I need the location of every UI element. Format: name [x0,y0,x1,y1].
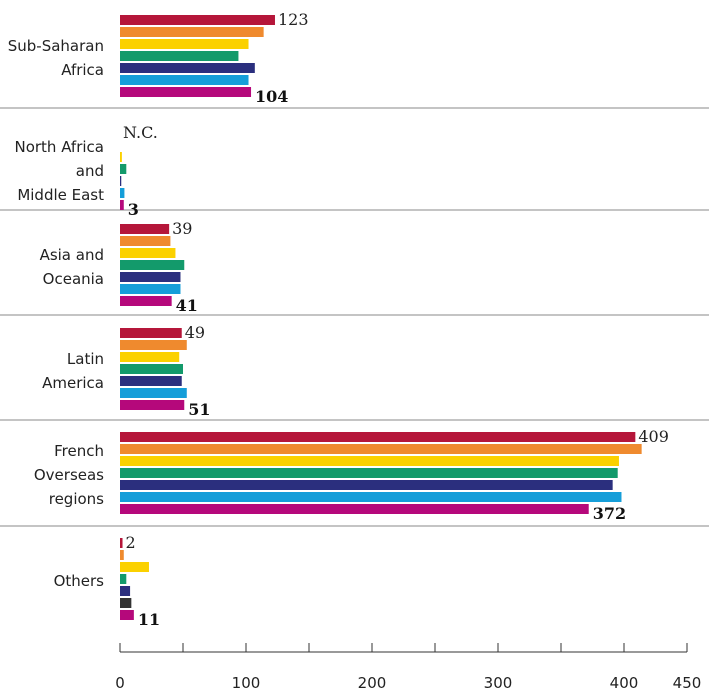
bar [120,340,187,350]
category-label: North Africa [14,138,104,156]
bar [120,550,124,560]
category-label: Asia and [40,246,104,264]
x-tick-label: 0 [115,674,125,691]
category-label: Africa [61,61,104,79]
x-tick-label: 100 [232,674,261,691]
value-label: 123 [278,10,309,29]
bar [120,492,622,502]
category-label: Sub-Saharan [8,37,104,55]
value-label-bold: 51 [188,400,210,419]
bar [120,586,131,596]
bar [120,504,589,514]
bar [120,248,176,258]
bar [120,272,181,282]
value-label: N.C. [123,123,158,142]
category-label: America [42,374,104,392]
x-tick-label: 400 [610,674,639,691]
bar [120,538,123,548]
bar [120,598,132,608]
category-label: Oceania [43,270,104,288]
bar [120,296,172,306]
bar [120,610,134,620]
bar [120,87,252,97]
bar [120,224,170,234]
category-label: Others [54,572,105,590]
value-label-bold: 41 [176,296,198,315]
bar [120,236,171,246]
value-label-bold: 11 [138,610,160,629]
bar [120,574,127,584]
category-label: Latin [67,350,104,368]
bar [120,164,127,174]
bar [120,284,181,294]
category-label: regions [49,490,104,508]
bar [120,39,249,49]
bar [120,27,264,37]
bar [120,468,618,478]
bar [120,75,249,85]
value-label: 2 [126,533,136,552]
bar [120,432,636,442]
value-label-bold: 3 [128,200,139,219]
value-label: 49 [185,323,205,342]
bar [120,352,180,362]
bar [120,328,182,338]
bar [120,400,185,410]
category-label: French [54,442,104,460]
bar [120,188,125,198]
value-label: 409 [638,427,669,446]
value-label: 39 [172,219,192,238]
category-label: Overseas [34,466,104,484]
bar [120,480,613,490]
bar [120,364,183,374]
category-label: Middle East [17,186,104,204]
bar [120,388,187,398]
bar [120,456,619,466]
x-tick-label: 200 [358,674,387,691]
bar [120,15,275,25]
bar [120,152,122,162]
bar [120,63,255,73]
category-label: and [76,162,104,180]
bar [120,200,124,210]
bar [120,444,642,454]
bar [120,51,239,61]
value-label-bold: 104 [255,87,288,106]
bar [120,176,122,186]
x-tick-label: 450 [673,674,702,691]
bar [120,562,149,572]
value-label-bold: 372 [593,504,626,523]
bar [120,260,185,270]
bar [120,376,182,386]
x-tick-label: 300 [484,674,513,691]
